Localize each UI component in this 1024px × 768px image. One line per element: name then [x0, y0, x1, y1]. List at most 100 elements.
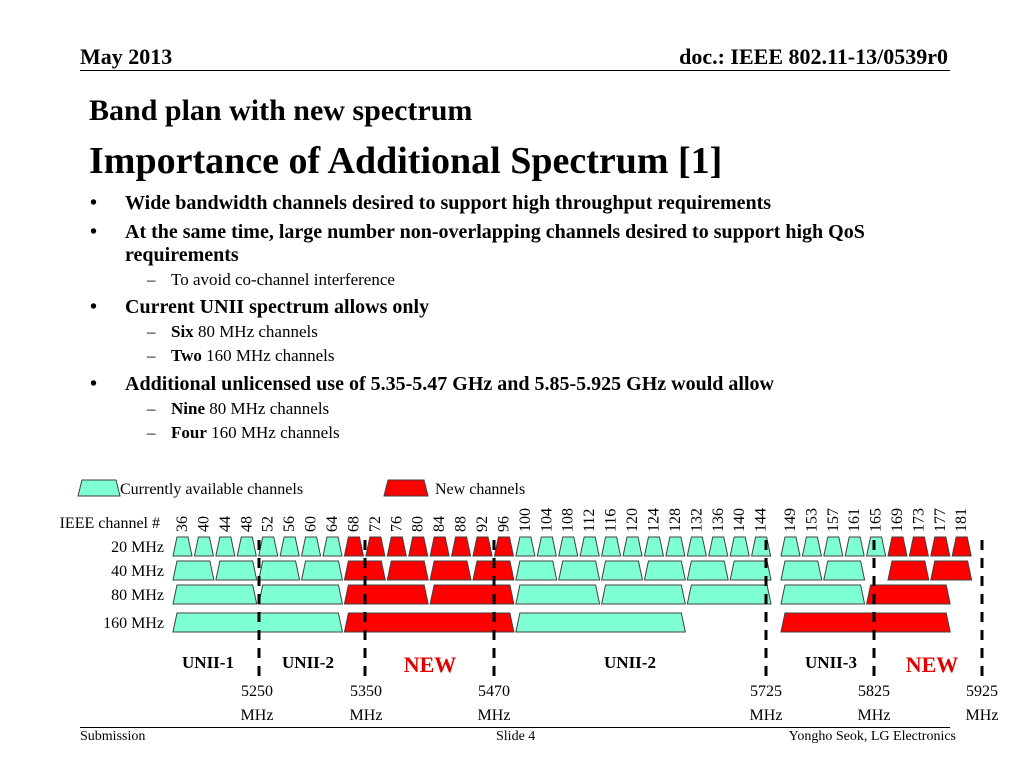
frequency-unit: MHz	[478, 707, 511, 724]
unii-band-label: UNII-1	[182, 653, 234, 672]
channel-number: 72	[367, 516, 384, 532]
channel-160mhz-new	[343, 612, 515, 633]
bullet-text: Current UNII spectrum allows only	[125, 296, 430, 318]
channel-number: 52	[260, 516, 277, 532]
frequency-unit: MHz	[350, 707, 383, 724]
sub-bullet-emphasis: Two	[171, 346, 202, 365]
header-rule	[80, 70, 950, 71]
bullet-marker: •	[90, 296, 98, 318]
channel-80mhz	[515, 584, 601, 605]
channel-number: 132	[688, 508, 705, 532]
channel-20mhz	[236, 536, 257, 557]
footer-submission: Submission	[80, 729, 146, 744]
sub-bullet-text: Four 160 MHz channels	[171, 423, 340, 443]
channel-40mhz	[515, 560, 558, 581]
frequency-unit: MHz	[966, 707, 999, 724]
footer-slide-number: Slide 4	[496, 729, 536, 744]
bandwidth-row-label: 40 MHz	[111, 563, 164, 580]
header-date: May 2013	[80, 44, 173, 69]
channel-80mhz-new	[429, 584, 515, 605]
channel-160mhz	[515, 612, 686, 633]
channel-20mhz	[600, 536, 622, 557]
bandwidth-row-label: 20 MHz	[111, 539, 164, 556]
channel-40mhz	[643, 560, 686, 581]
sub-bullet-marker: –	[147, 423, 156, 442]
channel-80mhz	[600, 584, 686, 605]
channel-20mhz	[844, 536, 865, 557]
channel-number: 140	[731, 508, 748, 532]
sub-bullet-text: Nine 80 MHz channels	[171, 399, 329, 419]
band-plan-diagram: Currently available channels New channels…	[60, 479, 999, 724]
channel-number: 92	[474, 516, 491, 532]
channel-20mhz	[322, 536, 343, 557]
channel-40mhz	[600, 560, 644, 581]
sub-bullet-marker: –	[147, 270, 156, 289]
channel-20mhz	[643, 536, 665, 557]
sub-bullet-emphasis: Four	[171, 423, 207, 442]
channel-40mhz	[215, 560, 258, 581]
channel-20mhz	[536, 536, 557, 557]
channel-number: 36	[174, 516, 191, 532]
channel-40mhz-new	[472, 560, 515, 581]
bandwidth-row-label: 160 MHz	[103, 615, 164, 632]
channel-number: 120	[624, 508, 641, 532]
channel-number: 136	[710, 508, 727, 532]
channel-40mhz-new	[429, 560, 472, 581]
channel-40mhz	[558, 560, 601, 581]
channel-number: 40	[195, 516, 212, 532]
channel-number: 68	[345, 516, 362, 532]
channel-20mhz-new	[450, 536, 472, 557]
slide-title-line1: Band plan with new spectrum	[89, 94, 473, 127]
channel-20mhz-new	[951, 536, 972, 557]
footer-rule	[80, 727, 950, 728]
sub-bullet-marker: –	[147, 322, 156, 341]
channel-20mhz	[750, 536, 772, 557]
channel-number: 104	[538, 508, 555, 532]
footer-author: Yongho Seok, LG Electronics	[788, 729, 956, 744]
frequency-value: 5250	[241, 683, 273, 700]
channel-number: 112	[581, 509, 598, 532]
sub-bullet-rest: 160 MHz channels	[206, 423, 340, 442]
bullet-text: At the same time, large number non-overl…	[125, 221, 865, 266]
new-band-label: NEW	[906, 652, 959, 677]
channel-20mhz-new	[429, 536, 450, 557]
channel-20mhz	[172, 536, 193, 557]
frequency-value: 5825	[858, 683, 890, 700]
channel-20mhz	[279, 536, 300, 557]
sub-bullet-rest: 80 MHz channels	[205, 399, 330, 418]
channel-20mhz-new	[343, 536, 365, 557]
channel-80mhz	[258, 584, 344, 605]
channel-number: 149	[782, 508, 799, 532]
channel-20mhz-new	[930, 536, 951, 557]
bullet-marker: •	[90, 221, 98, 243]
unii-band-label: UNII-2	[604, 653, 656, 672]
channel-number: 181	[953, 508, 970, 532]
channel-number: 169	[889, 508, 906, 532]
channel-number: 76	[388, 516, 405, 532]
header-doc-id: doc.: IEEE 802.11-13/0539r0	[679, 44, 948, 69]
sub-bullet-text: To avoid co-channel interference	[171, 270, 395, 290]
frequency-value: 5725	[750, 683, 782, 700]
channel-number: 80	[410, 516, 427, 532]
bullet-marker: •	[90, 192, 98, 214]
channel-40mhz-new	[343, 560, 386, 581]
channel-40mhz	[823, 560, 866, 581]
sub-bullet-emphasis: Six	[171, 322, 194, 341]
channel-20mhz	[622, 536, 643, 557]
channel-80mhz-new	[865, 584, 951, 605]
channel-number: 96	[495, 516, 512, 532]
channel-80mhz	[686, 584, 772, 605]
frequency-unit: MHz	[241, 707, 274, 724]
channel-40mhz-new	[386, 560, 429, 581]
channel-number: 48	[238, 516, 255, 532]
bandwidth-row-label: 80 MHz	[111, 587, 164, 604]
sub-bullet-marker: –	[147, 399, 156, 418]
channel-20mhz	[300, 536, 322, 557]
channel-40mhz	[780, 560, 823, 581]
channel-number: 44	[217, 516, 234, 532]
channel-number: 144	[753, 508, 770, 532]
channel-40mhz-new	[887, 560, 930, 581]
legend-new-swatch	[383, 479, 429, 497]
channel-20mhz	[780, 536, 801, 557]
frequency-value: 5470	[478, 683, 510, 700]
